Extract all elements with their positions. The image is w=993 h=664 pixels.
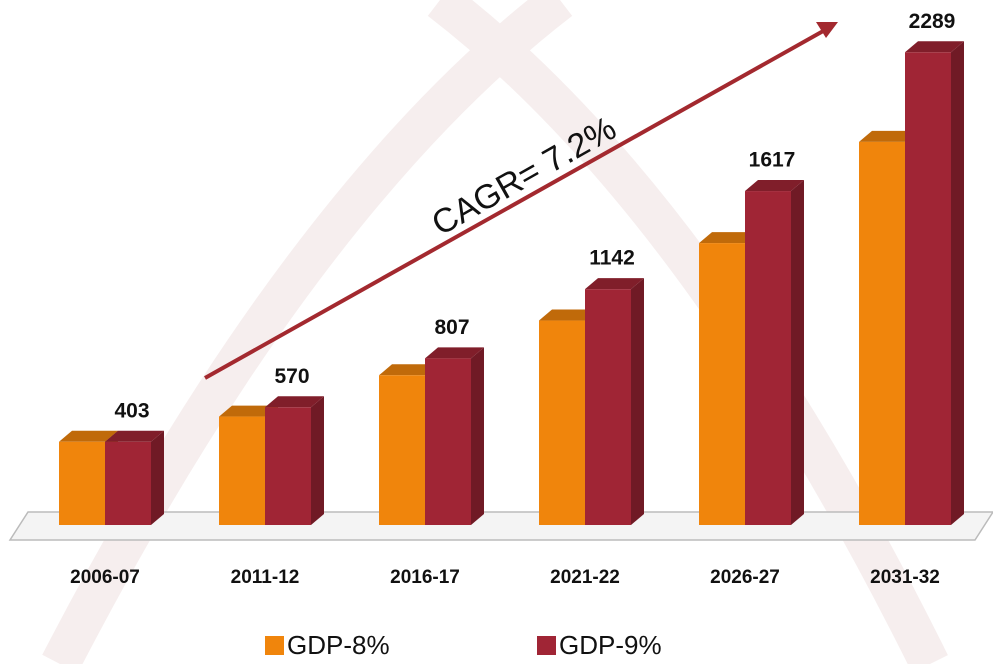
bar-top (265, 396, 324, 408)
legend-label: GDP-8% (287, 630, 390, 660)
bar-side (791, 180, 804, 525)
x-tick-label: 2031-32 (870, 567, 940, 588)
cagr-arrow (204, 28, 826, 380)
bar-top (905, 41, 964, 53)
value-label: 403 (114, 399, 149, 422)
value-label: 1617 (749, 149, 796, 172)
bar (539, 320, 585, 525)
legend-swatch (265, 636, 284, 655)
x-tick-label: 2016-17 (390, 567, 460, 588)
bar-side (631, 278, 644, 525)
cagr-arrowhead (816, 22, 838, 38)
bar (219, 416, 265, 525)
bar (265, 407, 311, 525)
bar-top (59, 430, 118, 442)
bar-side (951, 41, 964, 526)
value-label: 2289 (909, 10, 956, 33)
bar-side (151, 430, 164, 525)
x-tick-label: 2021-22 (550, 567, 620, 588)
bar-top (105, 430, 164, 442)
value-label: 570 (274, 365, 309, 388)
bar (905, 52, 951, 526)
bar-side (311, 396, 324, 525)
bar (59, 441, 105, 525)
value-label: 807 (434, 316, 469, 339)
annotation: CAGR= 7.2% (425, 109, 622, 243)
bar-top (539, 309, 598, 321)
bar (425, 358, 471, 525)
bar-top (699, 232, 758, 244)
x-tick-label: 2006-07 (70, 567, 140, 588)
bar-top (859, 130, 918, 142)
x-tick-label: 2011-12 (231, 567, 300, 588)
bar (379, 375, 425, 525)
x-tick-label: 2026-27 (710, 567, 780, 588)
bar (745, 191, 791, 525)
bar-top (585, 278, 644, 290)
bar-top (219, 405, 278, 417)
bar (699, 243, 745, 525)
bar-top (745, 180, 804, 192)
legend-swatch (537, 636, 556, 655)
bar-top (379, 364, 438, 376)
bar (859, 141, 905, 526)
bar-side (471, 347, 484, 525)
bar-top (425, 347, 484, 359)
legend-label: GDP-9% (559, 630, 662, 660)
value-label: 1142 (589, 247, 635, 270)
bar (105, 441, 151, 525)
bar (585, 289, 631, 525)
